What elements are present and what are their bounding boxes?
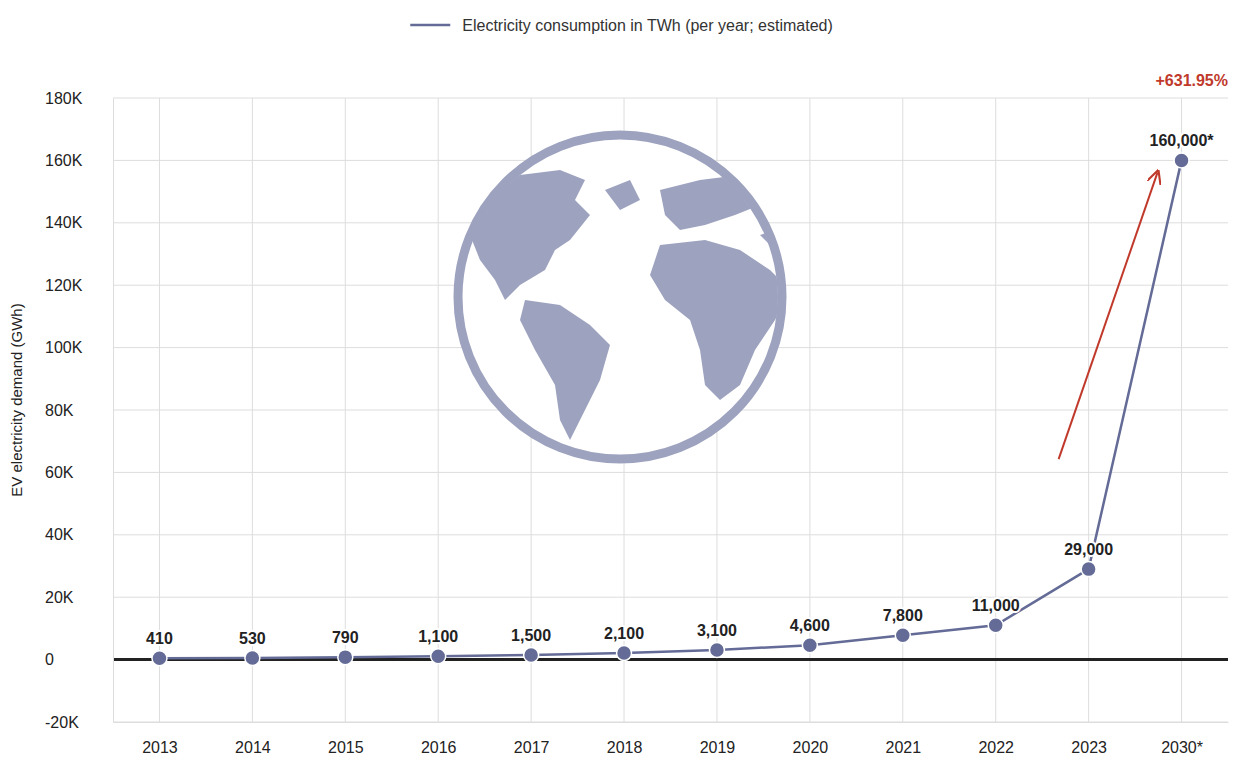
data-label: 790 <box>332 629 359 646</box>
x-tick: 2018 <box>607 722 643 756</box>
y-tick: 60K <box>45 464 113 481</box>
x-tick: 2023 <box>1071 722 1107 756</box>
x-tick-label: 2020 <box>793 739 829 756</box>
y-tick-label: 40K <box>45 526 74 543</box>
y-tick-label: 120K <box>45 277 83 294</box>
x-tick-label: 2022 <box>978 739 1014 756</box>
y-axis-line <box>113 99 114 723</box>
data-point <box>524 647 539 662</box>
data-point <box>245 650 260 665</box>
data-point <box>895 628 910 643</box>
y-grid-line <box>113 98 1228 99</box>
x-tick: 2020 <box>793 722 829 756</box>
y-tick-label: 100K <box>45 339 83 356</box>
y-tick: 160K <box>45 152 113 169</box>
globe-land <box>520 300 610 440</box>
x-tick: 2021 <box>885 722 921 756</box>
globe-land <box>760 225 800 260</box>
x-tick: 2022 <box>978 722 1014 756</box>
y-tick-label: 20K <box>45 589 74 606</box>
marks <box>152 153 1189 666</box>
chart: -20K 0 20K 40K 60K 80K 100K 120K 140K 160K 180K 201… <box>0 0 1243 764</box>
data-point <box>431 649 446 664</box>
globe-land <box>650 240 790 400</box>
data-point <box>338 650 353 665</box>
data-point <box>1174 153 1189 168</box>
y-tick-label: 60K <box>45 464 74 481</box>
x-axis: 2013 2014 2015 2016 2017 2018 2019 2020 2021 2022… <box>114 722 1229 756</box>
y-axis: -20K 0 20K 40K 60K 80K 100K 120K 140K 160K 180K <box>45 90 114 731</box>
x-tick: 2015 <box>328 722 364 756</box>
data-point <box>802 638 817 653</box>
growth-arrow <box>1059 172 1158 459</box>
grid <box>113 98 1228 722</box>
y-grid-line <box>113 722 1228 723</box>
data-labels: 410 530 790 1,100 1,500 2,100 3,100 4,600 7,800 1… <box>146 132 1214 647</box>
y-axis-title: EV electricity demand (GWh) <box>8 303 25 496</box>
y-tick-label: 80K <box>45 402 74 419</box>
y-tick: 140K <box>45 214 113 231</box>
data-label: 3,100 <box>697 622 737 639</box>
globe-land <box>660 175 770 230</box>
x-tick: 2013 <box>142 722 178 756</box>
x-axis-line <box>114 722 1229 723</box>
data-label: 29,000 <box>1064 541 1113 558</box>
x-tick-label: 2030* <box>1161 739 1203 756</box>
x-tick: 2014 <box>235 722 271 756</box>
y-tick-label: 0 <box>45 651 54 668</box>
data-point <box>152 651 167 666</box>
data-point <box>617 646 632 661</box>
y-tick: 120K <box>45 277 113 294</box>
data-label: 2,100 <box>604 625 644 642</box>
data-label: 410 <box>146 630 173 647</box>
series-line <box>159 160 1181 658</box>
data-point <box>1081 562 1096 577</box>
x-tick-label: 2021 <box>885 739 921 756</box>
x-tick-label: 2018 <box>607 739 643 756</box>
data-label: 11,000 <box>972 597 1020 614</box>
y-tick-label: 180K <box>45 90 83 107</box>
y-grid-line <box>113 472 1228 473</box>
y-tick: 0 <box>45 651 113 668</box>
y-tick-label: 140K <box>45 214 83 231</box>
y-tick: 20K <box>45 589 113 606</box>
y-tick: 180K <box>45 90 113 107</box>
x-tick-label: 2019 <box>700 739 736 756</box>
y-tick-label: -20K <box>45 714 79 731</box>
x-tick: 2016 <box>421 722 457 756</box>
x-tick-label: 2014 <box>235 739 271 756</box>
data-label: 7,800 <box>883 607 923 624</box>
data-label: 530 <box>239 630 266 647</box>
legend-label: Electricity consumption in TWh (per year… <box>462 17 833 34</box>
globe-land <box>605 180 640 210</box>
globe-icon <box>458 135 800 459</box>
x-tick-label: 2016 <box>421 739 457 756</box>
y-grid-line <box>113 597 1228 598</box>
data-point <box>988 618 1003 633</box>
x-tick-label: 2023 <box>1071 739 1107 756</box>
x-tick: 2019 <box>700 722 736 756</box>
data-label: 160,000* <box>1150 132 1215 149</box>
annotation: +631.95% <box>1155 72 1228 89</box>
y-grid-line <box>113 534 1228 535</box>
y-tick: 80K <box>45 402 113 419</box>
x-tick: 2017 <box>514 722 550 756</box>
y-tick: 100K <box>45 339 113 356</box>
x-tick-label: 2015 <box>328 739 364 756</box>
legend-swatch <box>410 24 450 27</box>
x-tick-label: 2013 <box>142 739 178 756</box>
data-label: 1,500 <box>511 627 551 644</box>
globe-land <box>470 170 590 300</box>
y-tick: -20K <box>45 714 113 731</box>
x-tick-label: 2017 <box>514 739 550 756</box>
legend: Electricity consumption in TWh (per year… <box>410 17 833 34</box>
data-label: 4,600 <box>790 617 830 634</box>
y-tick-label: 160K <box>45 152 83 169</box>
y-tick: 40K <box>45 526 113 543</box>
data-label: 1,100 <box>418 628 458 645</box>
data-point <box>709 642 724 657</box>
x-tick: 2030* <box>1161 722 1203 756</box>
